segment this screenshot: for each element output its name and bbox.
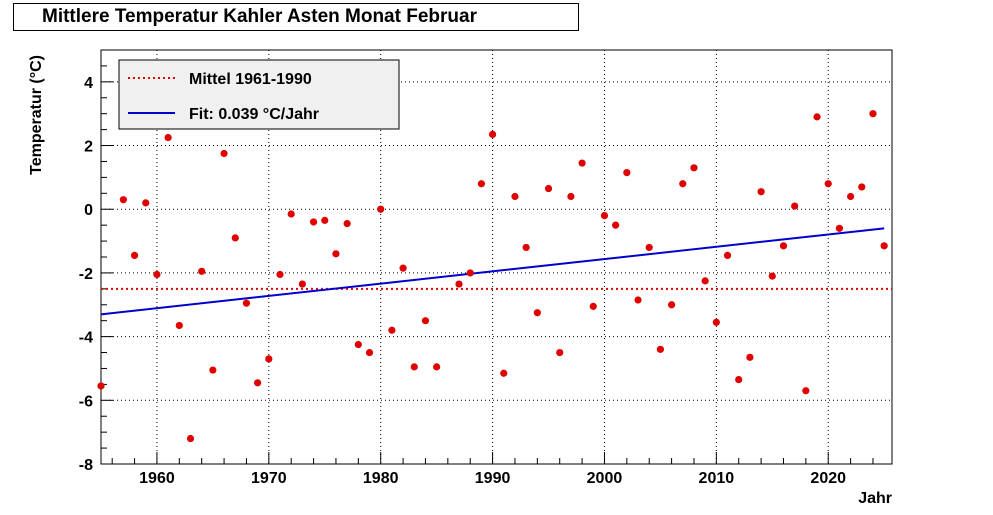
data-point	[634, 296, 642, 304]
data-point	[142, 199, 150, 207]
x-tick-label: 1970	[251, 470, 287, 487]
data-point	[847, 192, 855, 201]
x-tick-label: 2010	[699, 470, 735, 487]
data-point	[824, 180, 832, 188]
data-point	[298, 280, 306, 288]
chart-title: Mittlere Temperatur Kahler Asten Monat F…	[13, 3, 579, 31]
data-point	[746, 353, 754, 361]
data-point	[511, 192, 519, 201]
data-point	[488, 130, 497, 138]
data-point	[500, 369, 508, 377]
y-tick-label: 2	[84, 139, 93, 156]
data-point	[421, 317, 430, 325]
data-point	[377, 205, 385, 213]
data-points	[97, 110, 888, 443]
data-point	[858, 183, 866, 191]
data-point	[880, 242, 888, 250]
data-point	[175, 321, 183, 330]
fit-line	[100, 227, 885, 316]
data-point	[544, 184, 553, 193]
data-point	[567, 192, 575, 201]
data-point	[735, 376, 743, 384]
data-point	[600, 212, 609, 220]
data-point	[276, 270, 284, 279]
data-point	[757, 188, 765, 196]
data-point	[477, 180, 485, 188]
legend-label-fit: Fit: 0.039 °C/Jahr	[189, 106, 319, 123]
data-point	[723, 251, 732, 260]
axis-ticks: 1960 1970 1980 1990 2000 2010 2020 -8 -6 -4 -2 0 2 4	[79, 49, 874, 487]
data-point	[354, 340, 362, 349]
data-point	[768, 272, 776, 280]
data-point	[332, 250, 340, 258]
data-point	[589, 302, 597, 310]
x-tick-label: 1990	[475, 470, 511, 487]
data-point	[813, 113, 821, 121]
data-point	[455, 280, 463, 288]
data-point	[343, 219, 351, 228]
data-point	[254, 379, 262, 387]
legend-label-reference: Mittel 1961-1990	[189, 71, 312, 88]
data-point	[869, 110, 877, 118]
x-tick-label: 1960	[139, 470, 175, 487]
x-axis-label: Jahr	[858, 490, 892, 507]
data-point	[321, 216, 329, 224]
data-point	[410, 363, 418, 371]
data-point	[679, 180, 687, 188]
data-point	[802, 387, 810, 395]
data-point	[791, 202, 799, 210]
data-point	[656, 345, 665, 353]
data-point	[466, 269, 474, 277]
data-point	[701, 277, 709, 285]
data-point	[153, 270, 161, 279]
data-point	[556, 348, 564, 357]
data-point	[119, 196, 127, 204]
data-point	[97, 382, 105, 390]
data-point	[433, 363, 441, 371]
data-point	[645, 243, 653, 252]
data-point	[578, 159, 586, 167]
data-point	[835, 224, 844, 232]
y-tick-label: -2	[79, 266, 93, 283]
data-point	[667, 301, 676, 309]
data-point	[309, 218, 318, 226]
data-point	[231, 234, 239, 242]
y-tick-label: -8	[79, 457, 93, 474]
x-tick-label: 2020	[810, 470, 846, 487]
y-tick-label: 0	[84, 202, 93, 219]
data-point	[198, 267, 206, 275]
y-tick-label: -4	[79, 330, 93, 347]
data-point	[265, 355, 273, 363]
data-point	[533, 309, 541, 317]
data-point	[287, 210, 295, 218]
data-point	[186, 434, 195, 443]
x-tick-label: 1980	[363, 470, 399, 487]
y-tick-label: -6	[79, 393, 93, 410]
data-point	[164, 133, 172, 142]
data-point	[612, 221, 620, 229]
data-point	[712, 318, 720, 326]
data-point	[365, 348, 374, 357]
data-point	[209, 366, 217, 374]
data-point	[130, 251, 139, 260]
data-point	[399, 264, 407, 272]
legend-box	[118, 59, 400, 130]
data-point	[220, 149, 228, 158]
data-point	[779, 242, 788, 250]
legend: Mittel 1961-1990 Fit: 0.039 °C/Jahr	[118, 59, 400, 130]
x-tick-label: 2000	[587, 470, 623, 487]
data-point	[388, 326, 396, 334]
y-axis-label: Temperatur (°C)	[28, 55, 45, 175]
data-point	[623, 169, 631, 177]
data-point	[242, 299, 251, 307]
data-point	[522, 243, 530, 252]
y-tick-label: 4	[84, 75, 93, 92]
data-point	[690, 164, 698, 172]
